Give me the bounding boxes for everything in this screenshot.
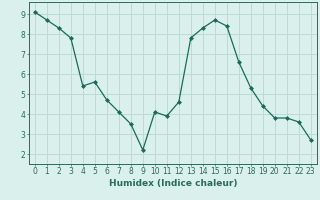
- X-axis label: Humidex (Indice chaleur): Humidex (Indice chaleur): [108, 179, 237, 188]
